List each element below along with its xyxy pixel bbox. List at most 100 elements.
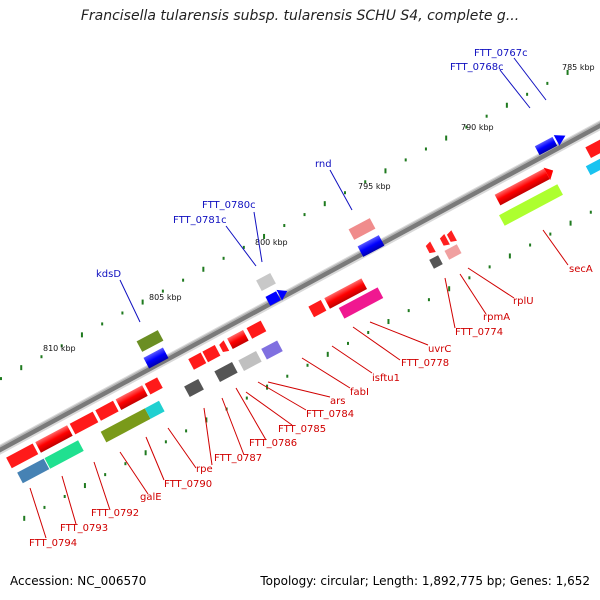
gene-feature[interactable] (256, 272, 276, 292)
gene-feature[interactable] (425, 230, 457, 255)
genome-summary-text: Topology: circular; Length: 1,892,775 bp… (260, 574, 590, 588)
gene-label-rplu[interactable]: rplU (513, 296, 534, 307)
gene-feature[interactable] (534, 130, 568, 156)
gene-label-ftt0790[interactable]: FTT_0790 (164, 479, 212, 490)
scale-tick-785: 785 kbp (562, 63, 595, 72)
gc-dot (566, 69, 569, 75)
gene-feature[interactable] (136, 330, 164, 352)
gene-label-ftt0774[interactable]: FTT_0774 (455, 327, 503, 338)
gene-label-seca[interactable]: secA (569, 264, 593, 275)
gc-dot (468, 276, 471, 280)
gene-feature[interactable] (6, 377, 163, 469)
gc-dot (589, 210, 592, 214)
gc-dot (404, 158, 407, 162)
scale-tick-805: 805 kbp (149, 293, 182, 302)
gc-dot (283, 224, 286, 228)
gc-dot (448, 286, 451, 292)
gene-feature[interactable] (494, 164, 556, 206)
gene-label-rpma[interactable]: rpmA (483, 312, 510, 323)
gene-feature[interactable] (261, 340, 283, 360)
gc-dot (40, 355, 43, 359)
gc-dot (23, 515, 26, 521)
gc-dot (569, 220, 572, 226)
gc-dot (83, 483, 86, 489)
gc-dot (384, 168, 387, 174)
gc-dot (303, 213, 306, 217)
gene-feature[interactable] (338, 287, 384, 319)
gene-feature[interactable] (348, 218, 376, 240)
gc-dot (529, 243, 532, 247)
gc-dot (164, 440, 167, 444)
map-title: Francisella tularensis subsp. tularensis… (80, 8, 520, 24)
gene-feature[interactable] (265, 286, 290, 307)
gene-feature[interactable] (17, 440, 84, 484)
gene-label-rnd[interactable]: rnd (315, 159, 332, 170)
gc-dot (488, 265, 491, 269)
gc-dot (104, 473, 107, 477)
scale-tick-800: 800 kbp (255, 238, 288, 247)
gc-dot (364, 180, 367, 184)
gc-dot (546, 81, 549, 85)
gc-dot (263, 233, 266, 239)
gc-dot (286, 374, 289, 378)
gc-dot (141, 299, 144, 305)
gene-feature[interactable] (238, 351, 262, 371)
gc-dot (323, 201, 326, 207)
gc-dot (202, 266, 205, 272)
gc-dot (343, 191, 346, 195)
gene-feature[interactable] (184, 378, 204, 398)
gene-label-uvrc[interactable]: uvrC (428, 344, 451, 355)
gc-dot (63, 494, 66, 498)
gene-label-ftt0768c[interactable]: FTT_0768c (450, 62, 504, 73)
gene-feature[interactable] (444, 244, 462, 260)
gc-dot (121, 311, 124, 315)
gene-label-ftt0794[interactable]: FTT_0794 (29, 538, 77, 549)
lower-labels: secA rplU rpmA FTT_0774 uvrC FTT_0778 is… (29, 264, 593, 549)
scale-tick-790: 790 kbp (461, 123, 494, 132)
gc-dot (161, 289, 164, 293)
gene-label-rpe[interactable]: rpe (196, 464, 213, 475)
gc-dot (407, 309, 410, 313)
gene-label-ftt0787[interactable]: FTT_0787 (214, 453, 262, 464)
gene-label-ftt0781c[interactable]: FTT_0781c (173, 215, 227, 226)
gene-label-ars[interactable]: ars (330, 396, 345, 407)
gc-dot (465, 125, 468, 129)
gene-feature[interactable] (308, 278, 368, 318)
gene-label-gale[interactable]: galE (140, 492, 162, 503)
gc-dot (326, 351, 329, 357)
gene-feature[interactable] (585, 156, 600, 176)
gc-dot (80, 332, 83, 338)
gene-label-ftt0793[interactable]: FTT_0793 (60, 523, 108, 534)
genome-backbone (0, 120, 600, 455)
gene-feature[interactable] (188, 320, 267, 370)
gene-label-ftt0792[interactable]: FTT_0792 (91, 508, 139, 519)
gc-content-track (0, 69, 592, 521)
gene-label-fabi[interactable]: fabI (350, 387, 369, 398)
gene-feature[interactable] (429, 255, 443, 269)
gene-feature[interactable] (499, 184, 563, 226)
gene-feature[interactable] (585, 136, 600, 158)
gene-label-ftt0784[interactable]: FTT_0784 (306, 409, 354, 420)
gc-dot (508, 253, 511, 259)
gc-dot (245, 396, 248, 400)
gene-feature[interactable] (214, 362, 238, 382)
gene-label-ftt0785[interactable]: FTT_0785 (278, 424, 326, 435)
gene-label-isftu1[interactable]: isftu1 (372, 373, 400, 384)
gc-dot (144, 450, 147, 456)
reverse-strand-features (136, 130, 600, 369)
gene-label-ftt0786[interactable]: FTT_0786 (249, 438, 297, 449)
upper-leader-lines (119, 57, 547, 323)
gene-label-kdsd[interactable]: kdsD (96, 269, 121, 280)
gene-label-ftt0780c[interactable]: FTT_0780c (202, 200, 256, 211)
gene-feature[interactable] (357, 235, 385, 257)
lower-leader-lines (29, 229, 569, 539)
gene-feature[interactable] (143, 347, 169, 369)
gc-dot (526, 92, 529, 96)
gene-feature[interactable] (100, 400, 165, 443)
gc-dot (185, 429, 188, 433)
gene-label-ftt0767c[interactable]: FTT_0767c (474, 48, 528, 59)
gc-dot (0, 377, 2, 381)
gc-dot (242, 245, 245, 249)
gene-label-ftt0778[interactable]: FTT_0778 (401, 358, 449, 369)
